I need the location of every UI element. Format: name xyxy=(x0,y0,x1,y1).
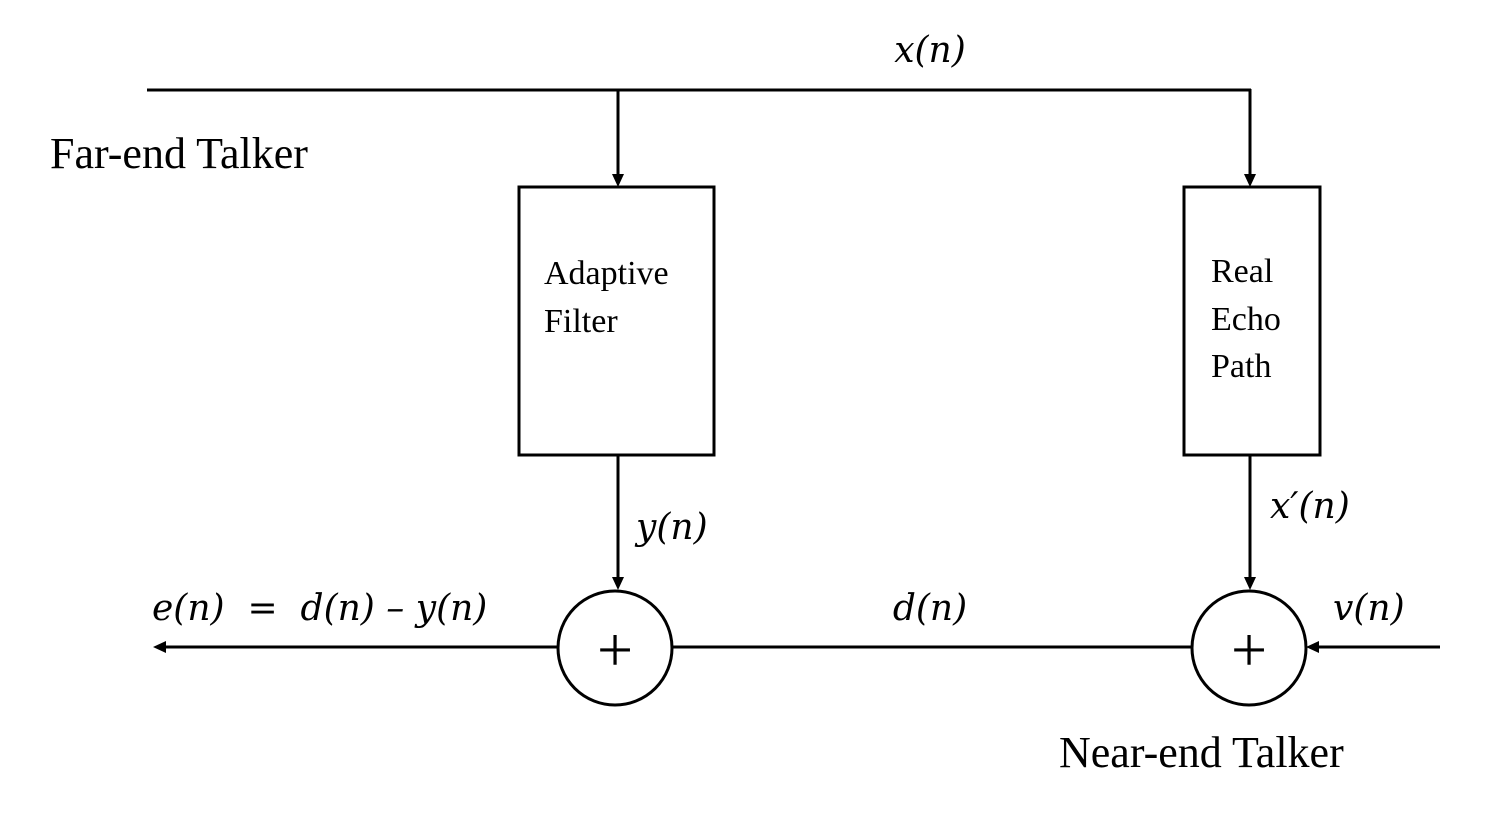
signal-d-label: d(n) xyxy=(893,588,967,629)
adaptive-filter-label: Adaptive Filter xyxy=(544,255,677,340)
signal-v-label: v(n) xyxy=(1333,588,1405,629)
adaptive-filter-block xyxy=(517,185,716,457)
arrow-into-adaptive-filter xyxy=(612,174,624,187)
far-end-talker-label: Far-end Talker xyxy=(50,129,308,178)
echo-path-label: Real Echo Path xyxy=(1211,253,1289,385)
near-end-summer-symbol: + xyxy=(1231,614,1267,685)
arrow-into-left-summer xyxy=(612,577,624,590)
arrow-into-right-summer-side xyxy=(1306,641,1319,653)
signal-x-prime-label: x′(n) xyxy=(1270,486,1350,527)
signal-x-label: x(n) xyxy=(894,30,966,71)
arrow-into-echo-path xyxy=(1244,174,1256,187)
error-equation-label: e(n) = d(n) – y(n) xyxy=(152,588,487,629)
error-summer-symbol: + xyxy=(597,614,633,685)
signal-y-label: y(n) xyxy=(634,507,708,548)
echo-path-block xyxy=(1182,185,1322,457)
near-end-talker-label: Near-end Talker xyxy=(1059,728,1344,777)
arrow-into-right-summer xyxy=(1244,577,1256,590)
error-output-arrow xyxy=(153,641,166,653)
